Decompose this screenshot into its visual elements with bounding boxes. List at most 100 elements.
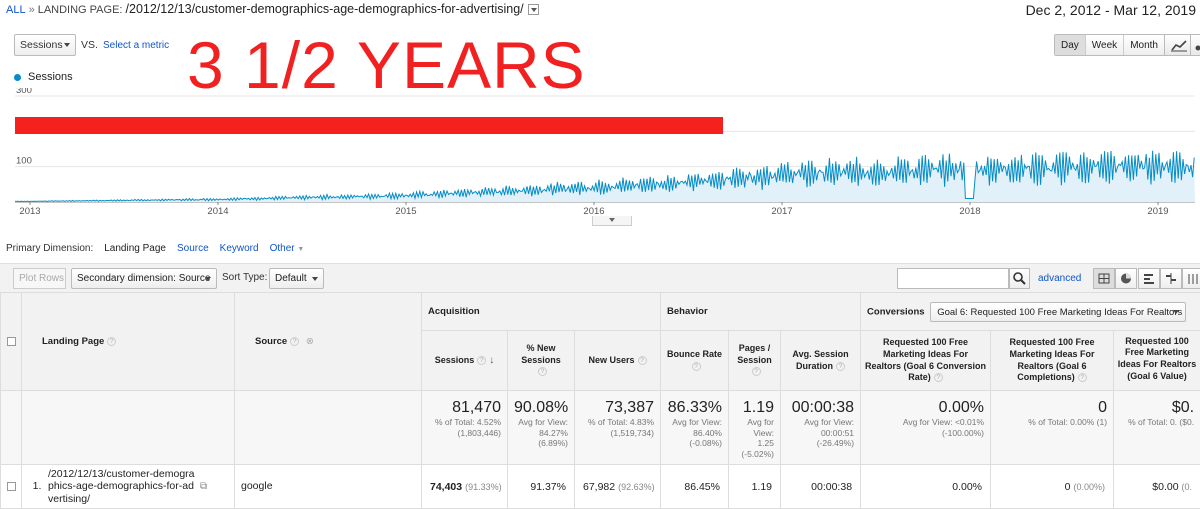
col-bounce-rate[interactable]: Bounce Rate? [660,330,729,391]
completions-cell: 0 (0.00%) [990,464,1115,509]
conversions-label: Conversions [867,306,925,318]
value-value: $0.00 [1152,480,1179,493]
comparison-view-button[interactable] [1160,268,1182,289]
sort-type-label: Sort Type: [222,272,268,283]
data-table: Landing Page? Source? ⊗ Acquisition Beha… [0,292,1200,509]
help-icon[interactable]: ? [751,367,761,377]
help-icon[interactable]: ? [637,355,647,365]
motion-chart-button[interactable] [1190,34,1200,56]
dimension-landing-page[interactable]: Landing Page [104,243,166,254]
help-icon[interactable]: ? [538,367,547,377]
chevron-down-icon[interactable] [527,3,539,15]
close-icon[interactable]: ⊗ [305,336,314,347]
period-day-button[interactable]: Day [1055,35,1085,55]
metric-select[interactable]: Sessions [14,34,76,56]
x-tick-label: 2018 [959,206,980,217]
total-new-users: 73,387% of Total: 4.83% (1,519,734) [574,390,661,465]
help-icon[interactable]: ? [691,361,701,371]
line-chart-icon [1171,40,1187,52]
landing-page-header[interactable]: Landing Page? [21,292,235,391]
bounce-cell: 86.45% [660,464,729,509]
col-sessions[interactable]: Sessions? ↓ [421,330,508,391]
totals-empty [0,390,22,465]
total-bounce: 86.33% Avg for View: 86.40% (-0.08%) [660,390,729,465]
col-pct-new-sessions[interactable]: % New Sessions? [507,330,575,391]
total-conv-rate: 0.00% Avg for View: <0.01% (-100.00%) [860,390,992,465]
pages-cell: 1.19 [728,464,781,509]
date-range-picker[interactable]: Dec 2, 2012 - Mar 12, 2019 [1025,2,1196,18]
col-new-users[interactable]: New Users? [574,330,661,391]
goal-select[interactable]: Goal 6: Requested 100 Free Marketing Ide… [930,301,1187,322]
search-button[interactable] [1009,268,1030,289]
total-sub: % of Total: 0.00% (1) [1028,417,1108,427]
total-value: $0.% of Total: 0. ($0. [1113,390,1200,465]
help-icon[interactable]: ? [933,373,943,383]
table-view-button[interactable] [1093,268,1115,289]
col-goal-conversion-rate[interactable]: Requested 100 Free Marketing Ideas For R… [860,330,992,391]
table-search-input[interactable] [897,268,1009,289]
total-sub: Avg for View: 84.27% (6.89%) [518,417,568,449]
dimension-keyword[interactable]: Keyword [219,243,259,254]
behavior-group-header: Behavior [659,292,862,331]
help-icon[interactable]: ? [1077,373,1087,383]
source-header-label: Source [255,336,288,347]
pie-chart-icon [1121,273,1131,284]
select-metric-link[interactable]: Select a metric [103,40,170,51]
report-header: ALL» LANDING PAGE: /2012/12/13/customer-d… [0,0,1200,22]
col-goal-value[interactable]: Requested 100 Free Marketing Ideas For R… [1113,330,1200,391]
value-pct: (0. [1181,481,1193,492]
total-value: $0. [1171,399,1195,416]
secondary-dimension-select[interactable]: Secondary dimension: Source [71,268,217,289]
pct-new-cell: 91.37% [507,464,575,509]
duration-cell: 00:00:38 [779,464,862,509]
col-goal-completions[interactable]: Requested 100 Free Marketing Ideas For R… [990,330,1115,391]
help-icon[interactable]: ? [290,336,300,346]
performance-view-button[interactable] [1138,268,1160,289]
conv-rate-cell: 0.00% [860,464,992,509]
primary-dimension-bar: Primary Dimension: Landing Page Source K… [6,243,304,254]
help-icon[interactable]: ? [107,336,117,346]
advanced-filter-link[interactable]: advanced [1038,273,1082,284]
breadcrumb-path: /2012/12/13/customer-demographics-age-de… [125,2,524,16]
total-value: 73,387 [605,399,654,416]
search-icon [1013,272,1026,285]
total-value: 00:00:38 [791,399,855,416]
collapse-chart-toggle[interactable] [592,216,632,226]
total-sub: Avg for View: <0.01% (-100.00%) [902,417,985,438]
scatter-icon [1195,45,1200,51]
period-week-button[interactable]: Week [1084,35,1124,55]
dimension-other-label: Other [269,243,295,254]
sort-type-select[interactable]: Default [269,268,324,289]
sessions-value: 74,403 [430,480,463,493]
landing-page-link[interactable]: /2012/12/13/customer-demographics-age-de… [48,468,195,505]
annotation-text: 3 1/2 YEARS [187,28,586,102]
col-avg-duration[interactable]: Avg. Session Duration? [779,330,862,391]
acquisition-group-header: Acquisition [421,292,661,331]
total-pages: 1.19 Avg for View: 1.25 (-5.02%) [728,390,781,465]
breadcrumb-separator: » [28,4,35,16]
secondary-dimension-label: Secondary dimension: Source [77,273,211,284]
period-toggle: Day Week Month [1054,34,1165,56]
breadcrumb-all-link[interactable]: ALL [6,4,26,16]
help-icon[interactable]: ? [836,361,846,371]
comparison-icon [1166,273,1176,284]
pivot-view-button[interactable] [1182,268,1200,289]
total-sub: % of Total: 4.52% (1,803,446) [435,417,501,438]
source-cell[interactable]: google [234,464,422,509]
col-avg-duration-label: Avg. Session Duration [792,348,849,371]
landing-page-cell: 1. /2012/12/13/customer-demographics-age… [21,464,235,509]
dimension-source[interactable]: Source [176,243,209,254]
select-all-checkbox[interactable] [6,337,16,346]
dimension-other[interactable]: Other ▼ [270,243,305,254]
row-checkbox[interactable] [6,482,16,491]
help-icon[interactable]: ? [477,356,487,366]
source-header[interactable]: Source? ⊗ [234,292,422,391]
total-value: 0.00% [938,399,985,416]
external-link-icon[interactable]: ⧉ [200,480,208,492]
pie-view-button[interactable] [1115,268,1137,289]
plot-rows-button[interactable]: Plot Rows [13,268,66,289]
period-month-button[interactable]: Month [1123,35,1164,55]
col-pages-session[interactable]: Pages / Session? [728,330,781,391]
col-pct-new-sessions-label: % New Sessions [521,342,561,365]
